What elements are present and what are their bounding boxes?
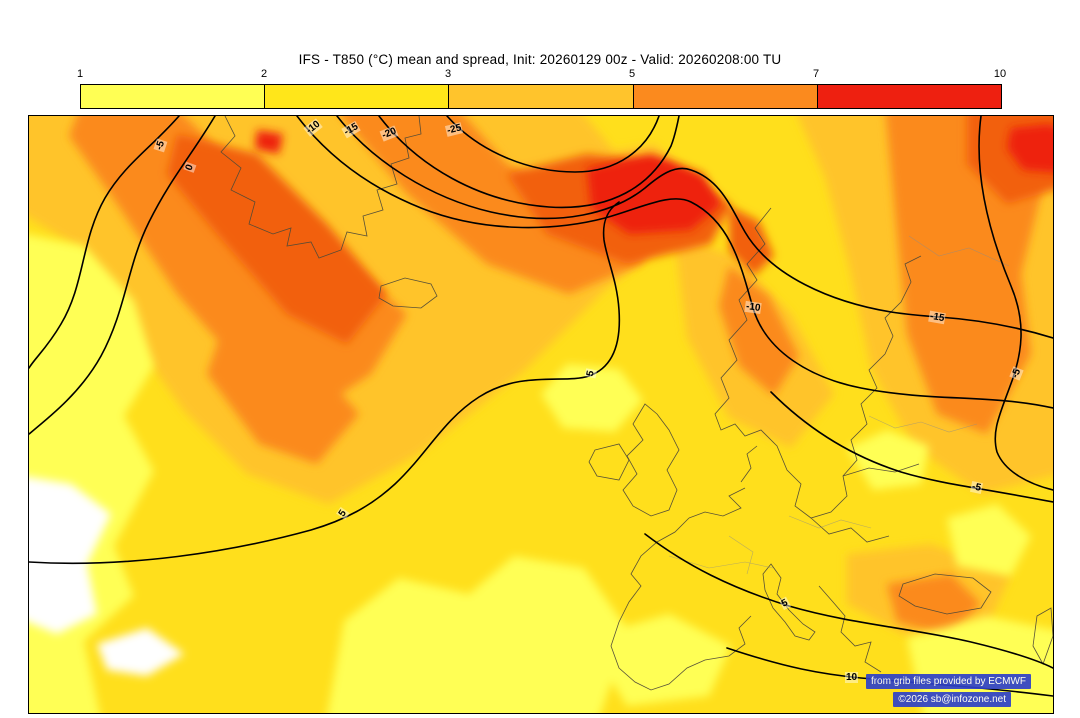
coastline-italy	[762, 563, 816, 641]
country-border	[668, 555, 774, 569]
contour-line-zero	[29, 116, 216, 435]
country-border	[728, 535, 754, 575]
contour-label: -5	[969, 480, 983, 495]
spread-region	[847, 430, 929, 490]
colorbar-segment	[817, 85, 1002, 108]
coastline-ireland	[588, 443, 630, 481]
colorbar-segment	[265, 85, 450, 108]
contour-line-minus5-east	[978, 116, 1053, 491]
spread-regions-pale-yellow	[29, 235, 1053, 713]
contour-line-plus5-west	[29, 201, 621, 565]
page-title: IFS - T850 (°C) mean and spread, Init: 2…	[298, 52, 782, 67]
contour-line-minus25	[446, 116, 660, 173]
coastline-north-sea	[688, 487, 746, 519]
spread-region	[719, 266, 799, 396]
spread-region	[207, 314, 359, 464]
coastline-scandinavia	[714, 207, 922, 519]
spread-region	[1007, 124, 1053, 173]
colorbar-tick: 2	[260, 68, 268, 80]
attribution-copyright: ©2026 sb@infozone.net	[893, 692, 1011, 707]
country-border	[868, 415, 978, 433]
spread-region	[947, 504, 1031, 576]
colorbar-segment	[449, 85, 634, 108]
spread-region	[69, 116, 407, 414]
spread-region	[541, 364, 643, 432]
coastline-black-sea	[898, 573, 992, 615]
spread-region	[167, 134, 387, 344]
colorbar-tick: 10	[993, 68, 1007, 80]
coastline-france-iberia	[610, 517, 752, 691]
country-border	[788, 515, 872, 529]
contour-line-minus10	[296, 116, 1053, 409]
colorbar-tick: 1	[76, 68, 84, 80]
colorbar-segment	[633, 85, 818, 108]
contour-line-plus10-southeast	[726, 647, 1053, 697]
coastline-greenland	[220, 116, 422, 259]
contour-line-minus20	[378, 116, 680, 209]
map-graphic	[29, 116, 1053, 713]
country-borders	[668, 235, 1010, 575]
coastline-balkans-greece	[818, 585, 882, 673]
coastline-denmark	[740, 445, 758, 483]
coastline-baltic-south	[810, 517, 890, 543]
spread-region	[887, 574, 981, 636]
colorbar-segment	[81, 85, 266, 108]
coastlines	[220, 116, 1053, 691]
spread-region	[255, 130, 283, 154]
contour-label: -10	[744, 300, 763, 315]
contour-label: 10	[845, 672, 859, 683]
colorbar-tick: 7	[812, 68, 820, 80]
map-canvas: -5 0 -10 -15 -20 -25 -10 -15 -5 5 5 -5 5…	[28, 115, 1054, 714]
spread-region	[327, 556, 629, 713]
contour-line-plus5-southeast	[644, 533, 1053, 669]
contour-line-minus5-west	[29, 116, 180, 369]
attribution-source: from grib files provided by ECMWF	[865, 674, 1031, 689]
contour-line-minus15	[336, 116, 1053, 339]
spread-colorbar	[80, 84, 1002, 109]
colorbar-tick: 5	[628, 68, 636, 80]
coastline-britain	[622, 403, 680, 517]
coastline-caspian	[1032, 607, 1053, 665]
spread-region	[29, 477, 111, 634]
spread-region	[97, 628, 184, 676]
country-border	[908, 235, 1010, 267]
contour-line-minus5-southeast	[770, 391, 1053, 503]
colorbar-tick: 3	[444, 68, 452, 80]
temperature-contours	[29, 116, 1053, 697]
coastline-iceland	[378, 277, 438, 309]
spread-regions-white	[29, 477, 184, 676]
spread-region	[585, 614, 731, 706]
coastline-gulf-of-finland	[842, 463, 920, 477]
